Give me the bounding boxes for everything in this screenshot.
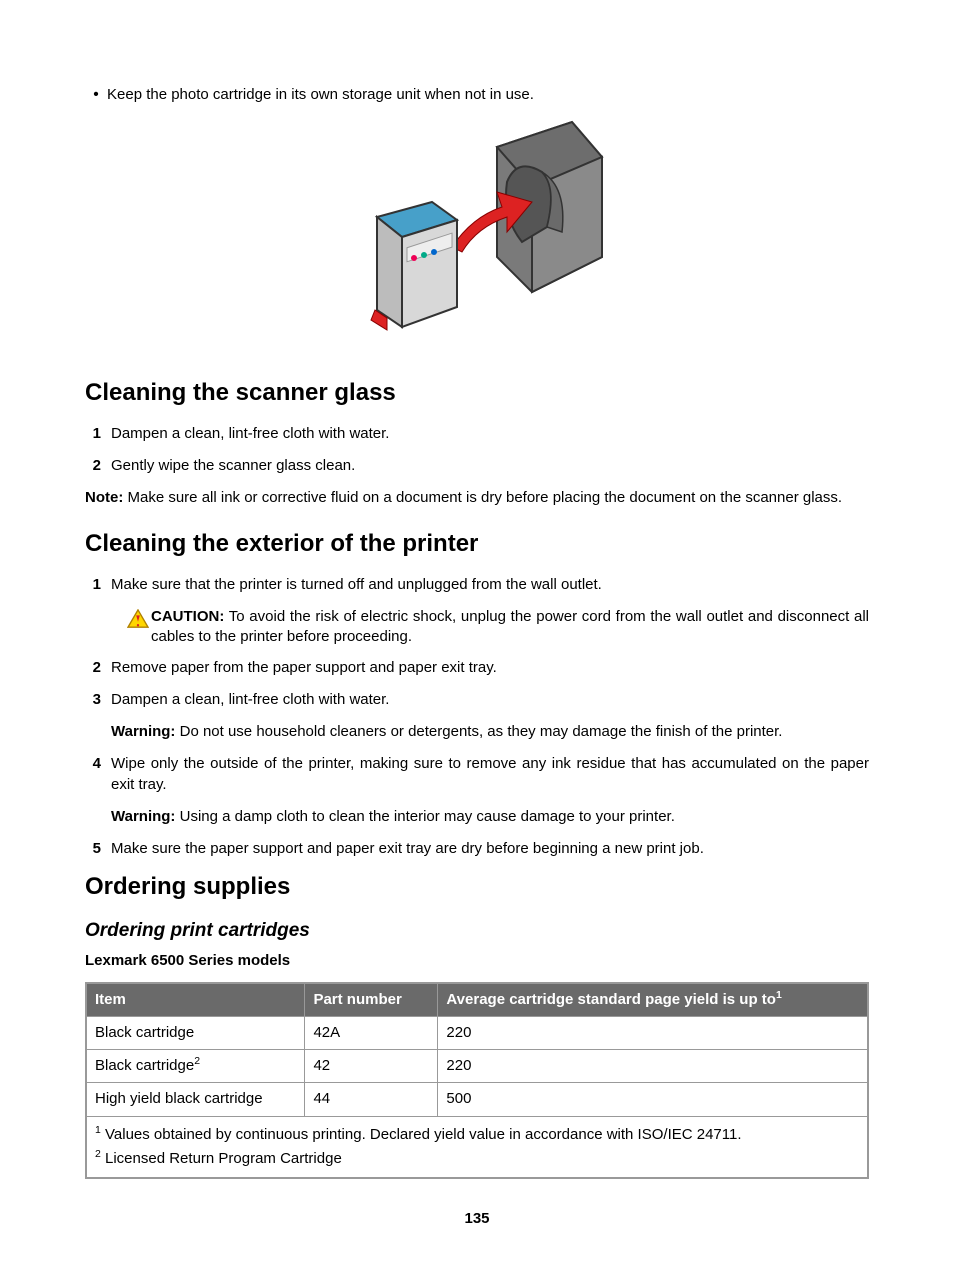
warning-block: Warning: Using a damp cloth to clean the… (111, 807, 869, 827)
heading-cleaning-scanner: Cleaning the scanner glass (85, 377, 869, 409)
cell-part: 42 (305, 1050, 438, 1083)
warning-text: Using a damp cloth to clean the interior… (175, 808, 674, 825)
item-name: Black cartridge (95, 1024, 194, 1041)
col-yield: Average cartridge standard page yield is… (438, 983, 868, 1017)
bullet-marker: • (85, 85, 107, 105)
item-sup: 2 (194, 1055, 200, 1067)
cell-part: 44 (305, 1083, 438, 1116)
subheading-ordering-cartridges: Ordering print cartridges (85, 918, 869, 944)
caution-label: CAUTION: (151, 608, 224, 625)
item-name: Black cartridge (95, 1057, 194, 1074)
step-number: 2 (85, 658, 111, 678)
caution-triangle-icon (127, 609, 149, 629)
heading-ordering-supplies: Ordering supplies (85, 871, 869, 903)
warning-text: Do not use household cleaners or deterge… (175, 723, 782, 740)
step-number: 2 (85, 456, 111, 476)
warning-block: Warning: Do not use household cleaners o… (111, 722, 869, 742)
warning-label: Warning: (111, 723, 175, 740)
list-item: 3 Dampen a clean, lint-free cloth with w… (85, 690, 869, 710)
list-item: 1 Dampen a clean, lint-free cloth with w… (85, 424, 869, 444)
step-text: Dampen a clean, lint-free cloth with wat… (111, 424, 869, 444)
step-text: Remove paper from the paper support and … (111, 658, 869, 678)
cell-item: Black cartridge (86, 1016, 305, 1049)
cell-item: Black cartridge2 (86, 1050, 305, 1083)
step-text: Gently wipe the scanner glass clean. (111, 456, 869, 476)
table-header-row: Item Part number Average cartridge stand… (86, 983, 868, 1017)
model-label: Lexmark 6500 Series models (85, 951, 869, 971)
step-number: 4 (85, 754, 111, 795)
caution-text: To avoid the risk of electric shock, unp… (151, 608, 869, 645)
item-name: High yield black cartridge (95, 1090, 263, 1107)
step-text: Make sure the paper support and paper ex… (111, 839, 869, 859)
footnotes-cell: 1 Values obtained by continuous printing… (86, 1116, 868, 1178)
scanner-note: Note: Make sure all ink or corrective fl… (85, 488, 869, 508)
col-part: Part number (305, 983, 438, 1017)
yield-header-text: Average cartridge standard page yield is… (446, 991, 776, 1008)
cartridge-storage-icon (347, 117, 607, 347)
table-row: High yield black cartridge 44 500 (86, 1083, 868, 1116)
note-text: Make sure all ink or corrective fluid on… (123, 489, 842, 506)
cartridge-table: Item Part number Average cartridge stand… (85, 982, 869, 1179)
list-item: 1 Make sure that the printer is turned o… (85, 575, 869, 595)
caution-block: CAUTION: To avoid the risk of electric s… (111, 607, 869, 648)
step-text: Wipe only the outside of the printer, ma… (111, 754, 869, 795)
step-text: Make sure that the printer is turned off… (111, 575, 869, 595)
heading-cleaning-exterior: Cleaning the exterior of the printer (85, 528, 869, 560)
cartridge-illustration (85, 117, 869, 347)
step-number: 1 (85, 575, 111, 595)
table-row: Black cartridge2 42 220 (86, 1050, 868, 1083)
footnote-text: Licensed Return Program Cartridge (101, 1150, 342, 1167)
step-text: Dampen a clean, lint-free cloth with wat… (111, 690, 869, 710)
caution-text-wrap: CAUTION: To avoid the risk of electric s… (151, 607, 869, 648)
cell-yield: 500 (438, 1083, 868, 1116)
list-item: 5 Make sure the paper support and paper … (85, 839, 869, 859)
cell-item: High yield black cartridge (86, 1083, 305, 1116)
note-label: Note: (85, 489, 123, 506)
intro-bullet: • Keep the photo cartridge in its own st… (85, 85, 869, 105)
cell-yield: 220 (438, 1016, 868, 1049)
list-item: 2 Gently wipe the scanner glass clean. (85, 456, 869, 476)
table-footnote-row: 1 Values obtained by continuous printing… (86, 1116, 868, 1178)
list-item: 2 Remove paper from the paper support an… (85, 658, 869, 678)
footnote-text: Values obtained by continuous printing. … (101, 1126, 742, 1143)
step-number: 5 (85, 839, 111, 859)
table-row: Black cartridge 42A 220 (86, 1016, 868, 1049)
cell-yield: 220 (438, 1050, 868, 1083)
intro-bullet-text: Keep the photo cartridge in its own stor… (107, 85, 869, 105)
page-number: 135 (85, 1209, 869, 1229)
step-number: 1 (85, 424, 111, 444)
warning-label: Warning: (111, 808, 175, 825)
yield-header-sup: 1 (776, 989, 782, 1001)
list-item: 4 Wipe only the outside of the printer, … (85, 754, 869, 795)
col-item: Item (86, 983, 305, 1017)
step-number: 3 (85, 690, 111, 710)
cell-part: 42A (305, 1016, 438, 1049)
